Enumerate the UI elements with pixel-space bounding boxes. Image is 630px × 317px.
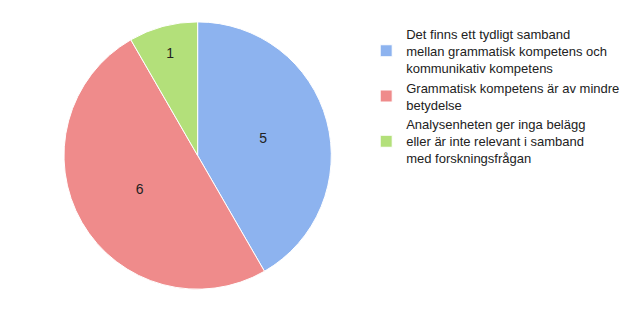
svg-text:Analysenheten ger inga belägge: Analysenheten ger inga beläggeller är in… (406, 117, 585, 166)
svg-text:Det finns ett tydligt sambandm: Det finns ett tydligt sambandmellan gram… (406, 27, 607, 76)
svg-text:5: 5 (259, 130, 267, 146)
svg-text:1: 1 (166, 45, 174, 61)
svg-text:Grammatisk kompetens är av min: Grammatisk kompetens är av mindrebetydel… (406, 81, 619, 113)
svg-text:6: 6 (136, 181, 144, 197)
